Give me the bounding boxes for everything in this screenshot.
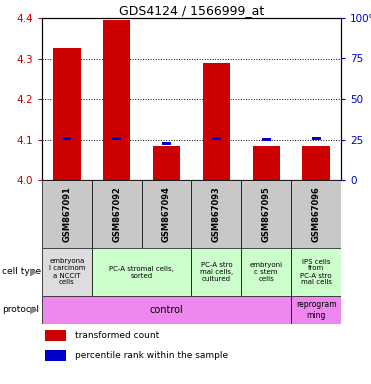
Text: cell type: cell type bbox=[2, 268, 41, 276]
Bar bbox=[312, 137, 321, 140]
Text: IPS cells
from
PC-A stro
mal cells: IPS cells from PC-A stro mal cells bbox=[300, 258, 332, 285]
Bar bbox=[291, 296, 341, 324]
Text: PC-A stromal cells,
sorted: PC-A stromal cells, sorted bbox=[109, 265, 174, 278]
Bar bbox=[191, 248, 241, 296]
Text: ▶: ▶ bbox=[30, 267, 38, 277]
Bar bbox=[42, 180, 92, 248]
Text: PC-A stro
mal cells,
cultured: PC-A stro mal cells, cultured bbox=[200, 262, 233, 282]
Bar bbox=[191, 180, 241, 248]
Bar bbox=[291, 248, 341, 296]
Text: GSM867094: GSM867094 bbox=[162, 186, 171, 242]
Bar bbox=[241, 248, 291, 296]
Text: embryona
l carcinom
a NCCIT
cells: embryona l carcinom a NCCIT cells bbox=[49, 258, 85, 285]
Bar bbox=[92, 180, 142, 248]
Bar bbox=[203, 63, 230, 180]
Bar bbox=[212, 137, 221, 140]
Bar bbox=[53, 48, 81, 180]
Text: GSM867096: GSM867096 bbox=[312, 186, 321, 242]
Bar bbox=[162, 142, 171, 145]
Text: GSM867095: GSM867095 bbox=[262, 186, 271, 242]
Text: reprogram
ming: reprogram ming bbox=[296, 300, 336, 320]
Bar bbox=[42, 248, 92, 296]
Text: GSM867091: GSM867091 bbox=[62, 186, 71, 242]
Bar bbox=[253, 146, 280, 180]
Bar bbox=[42, 296, 291, 324]
Bar bbox=[45, 329, 66, 341]
Bar bbox=[45, 349, 66, 361]
Text: ▶: ▶ bbox=[30, 305, 38, 315]
Text: percentile rank within the sample: percentile rank within the sample bbox=[75, 351, 228, 360]
Text: control: control bbox=[150, 305, 183, 315]
Bar bbox=[62, 137, 71, 140]
Bar bbox=[302, 146, 330, 180]
Bar bbox=[291, 180, 341, 248]
Text: protocol: protocol bbox=[2, 306, 39, 314]
Text: GSM867092: GSM867092 bbox=[112, 186, 121, 242]
Bar bbox=[241, 180, 291, 248]
Bar bbox=[103, 20, 131, 180]
Bar bbox=[153, 146, 180, 180]
Title: GDS4124 / 1566999_at: GDS4124 / 1566999_at bbox=[119, 4, 264, 17]
Bar bbox=[262, 138, 271, 141]
Text: GSM867093: GSM867093 bbox=[212, 186, 221, 242]
Text: transformed count: transformed count bbox=[75, 331, 159, 340]
Bar bbox=[92, 248, 191, 296]
Bar bbox=[112, 137, 121, 140]
Text: embryoni
c stem
cells: embryoni c stem cells bbox=[250, 262, 283, 282]
Bar bbox=[142, 180, 191, 248]
